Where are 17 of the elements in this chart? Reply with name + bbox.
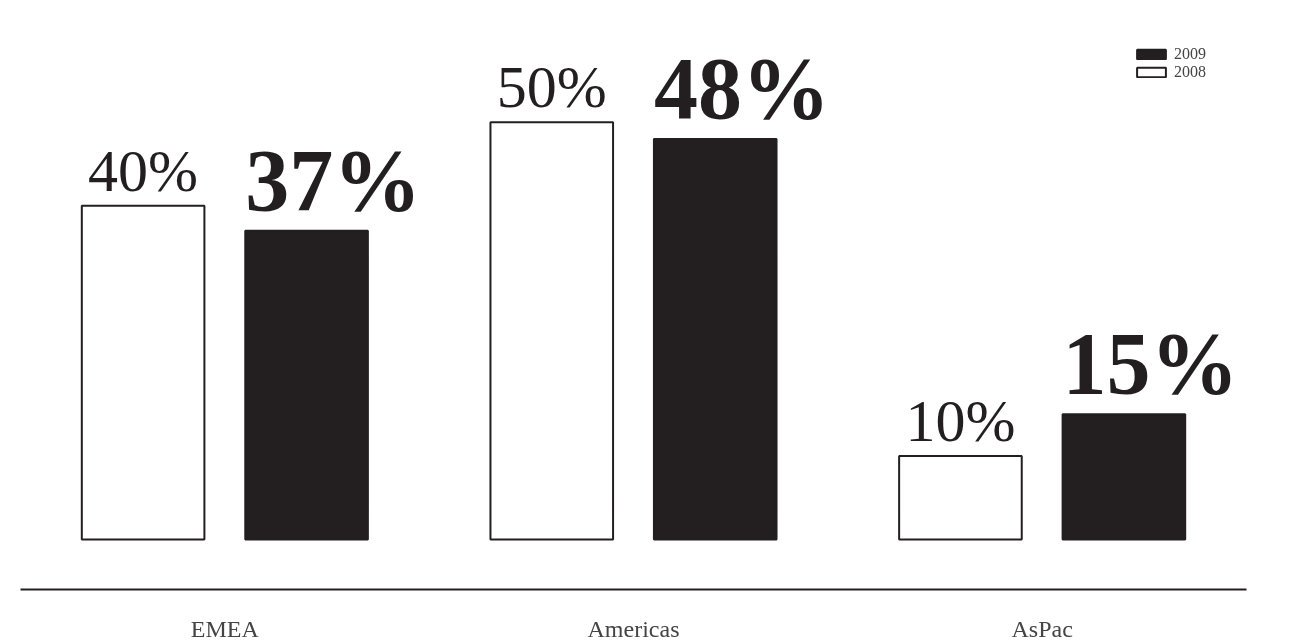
bar (80, 204, 206, 541)
data-label: 15% (1062, 315, 1239, 413)
bar (244, 229, 369, 541)
x-tick-label: EMEA (190, 615, 260, 642)
data-label: 50% (496, 54, 607, 121)
legend-label: 2009 (1174, 45, 1206, 63)
data-label: 37% (245, 131, 422, 229)
bar (652, 137, 778, 541)
data-label: 48% (653, 39, 830, 137)
x-tick-label: AsPac (1011, 615, 1073, 642)
bar (898, 455, 1023, 541)
x-tick-label: Americas (587, 615, 680, 642)
legend-label: 2008 (1174, 63, 1206, 81)
data-label: 40% (88, 137, 199, 204)
bar (489, 121, 615, 541)
bar (1061, 413, 1187, 541)
data-label: 10% (905, 388, 1016, 455)
